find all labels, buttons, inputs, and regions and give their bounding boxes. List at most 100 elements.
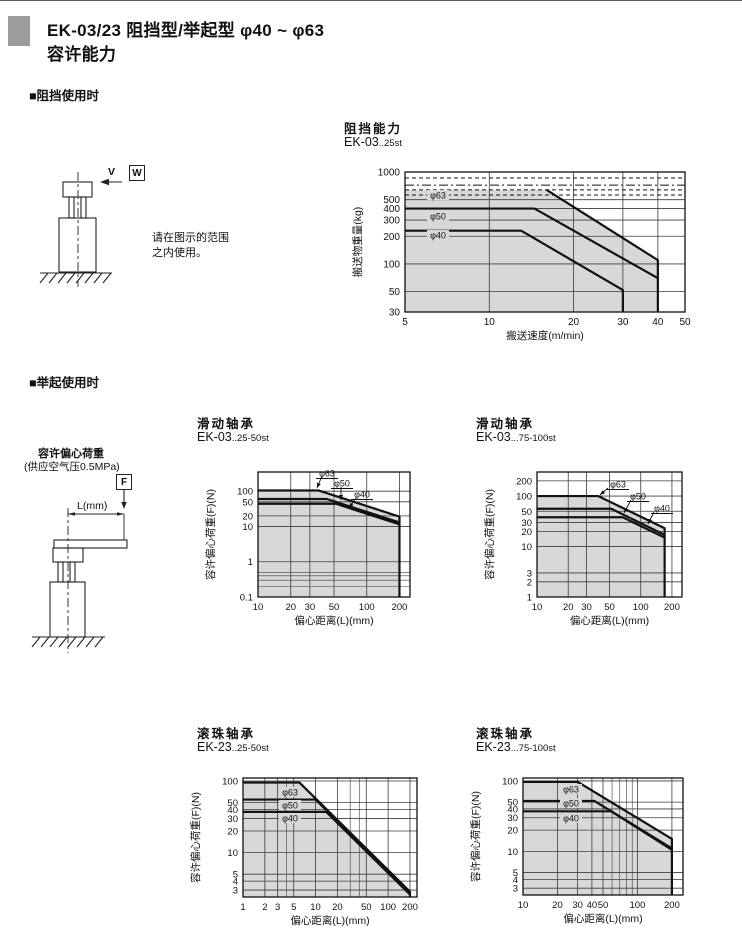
svg-text:500: 500 [383,195,400,206]
svg-text:φ40: φ40 [282,814,298,824]
svg-text:200: 200 [392,602,408,613]
lift-load-caption: 容许偏心荷重 [38,448,104,460]
svg-text:10: 10 [532,602,543,613]
svg-text:20: 20 [285,602,296,613]
svg-text:20: 20 [563,602,574,613]
svg-text:50: 50 [227,798,238,809]
svg-text:200: 200 [402,902,418,913]
svg-text:200: 200 [664,602,680,613]
svg-text:20: 20 [242,511,253,522]
svg-text:φ50: φ50 [334,479,350,489]
svg-text:3: 3 [233,886,238,897]
chart4-model-suffix: ..25-50st [231,743,269,754]
svg-text:40: 40 [587,900,598,911]
svg-text:30: 30 [507,813,518,824]
svg-text:30: 30 [581,602,592,613]
svg-text:3: 3 [275,902,280,913]
svg-text:50: 50 [507,798,518,809]
svg-text:容许偏心荷重(F)(N): 容许偏心荷重(F)(N) [189,792,202,883]
svg-text:100: 100 [380,902,396,913]
svg-text:20: 20 [568,317,580,328]
svg-text:φ40: φ40 [430,231,446,241]
svg-text:1: 1 [248,557,253,568]
chart1-model-suffix: ..25st [378,138,402,149]
svg-text:100: 100 [633,602,649,613]
chart3-model-suffix: ...75-100st [510,433,556,444]
svg-text:20: 20 [552,900,563,911]
svg-text:1: 1 [527,593,532,604]
chart2-model: EK-03..25-50st [197,430,269,444]
svg-text:100: 100 [516,492,532,503]
svg-text:10: 10 [242,522,253,533]
svg-text:20: 20 [332,902,343,913]
svg-text:10: 10 [310,902,321,913]
svg-text:100: 100 [222,776,238,787]
dim-arrow-left [68,512,75,516]
svg-text:100: 100 [502,776,518,787]
chart4-model: EK-23..25-50st [197,740,269,754]
svg-text:偏心距离(L)(mm): 偏心距离(L)(mm) [294,614,373,627]
chart1-title: 阻挡能力 [344,122,403,136]
svg-text:φ63: φ63 [610,480,626,490]
svg-text:30: 30 [305,602,316,613]
chart2-title: 滑动轴承 [197,417,256,431]
svg-text:5: 5 [513,868,518,879]
svg-text:50: 50 [679,317,691,328]
svg-text:30: 30 [617,317,629,328]
chart5-model-suffix: ...75-100st [510,743,556,754]
chart5-model: EK-23...75-100st [476,740,556,754]
svg-text:400: 400 [383,204,400,215]
svg-text:40: 40 [507,804,518,815]
chart4-model-prefix: EK-23 [197,740,232,754]
svg-text:200: 200 [664,900,680,911]
dim-arrow-right [117,512,124,516]
svg-text:φ50: φ50 [630,492,646,502]
usage-note-line2: 之内使用。 [152,247,207,259]
svg-text:4: 4 [233,877,238,888]
svg-text:200: 200 [383,232,400,243]
eccentric-distance-label: L(mm) [77,500,108,512]
page-title: EK-03/23 阻挡型/举起型 φ40 ~ φ63 [47,21,325,40]
svg-text:100: 100 [630,900,646,911]
chart3-model-prefix: EK-03 [476,430,511,444]
chart5-title: 滚珠轴承 [476,727,535,741]
svg-text:φ40: φ40 [654,504,670,514]
svg-text:φ40: φ40 [563,814,579,824]
ball-bearing-75-100-chart: 10 20 30 40 50 100 2001005040302010543偏心距离(L)(… [469,776,684,925]
svg-text:10: 10 [227,848,238,859]
chart2-model-prefix: EK-03 [197,430,232,444]
svg-text:200: 200 [516,476,532,487]
velocity-arrow-head [100,178,109,186]
svg-text:5: 5 [233,870,238,881]
svg-text:30: 30 [572,900,583,911]
svg-text:10: 10 [507,847,518,858]
svg-text:容许偏心荷重(F)(N): 容许偏心荷重(F)(N) [483,489,496,580]
section-heading-lifting: ■举起使用时 [29,376,100,390]
svg-text:搬送速度(m/min): 搬送速度(m/min) [506,329,584,342]
svg-text:30: 30 [389,308,401,319]
svg-text:50: 50 [329,602,340,613]
svg-text:2: 2 [527,577,532,588]
chart4-title: 滚珠轴承 [197,727,256,741]
svg-text:偏心距离(L)(mm): 偏心距离(L)(mm) [290,914,369,927]
svg-text:搬送物重量(kg): 搬送物重量(kg) [351,207,364,278]
chart2-model-suffix: ..25-50st [231,433,269,444]
chart5-model-prefix: EK-23 [476,740,511,754]
svg-text:0.1: 0.1 [240,593,253,604]
section-heading-blocking: ■阻挡使用时 [29,89,100,103]
svg-text:φ63: φ63 [319,469,335,479]
sliding-bearing-25-50-chart: 10 20 30 50 100 20010050201010.1偏心距离(L)(mm)容许… [204,469,411,627]
velocity-label: V [108,166,116,178]
svg-text:3: 3 [527,568,532,579]
svg-text:3: 3 [513,884,518,895]
svg-text:容许偏心荷重(F)(N): 容许偏心荷重(F)(N) [469,791,482,882]
svg-text:10: 10 [484,317,496,328]
top-rule [0,0,742,1]
lift-pressure-caption: (供应空气压0.5MPa) [24,461,120,473]
workpiece-box: W [129,165,145,181]
svg-text:300: 300 [383,216,400,227]
force-box: F [116,474,132,490]
svg-text:50: 50 [604,602,615,613]
